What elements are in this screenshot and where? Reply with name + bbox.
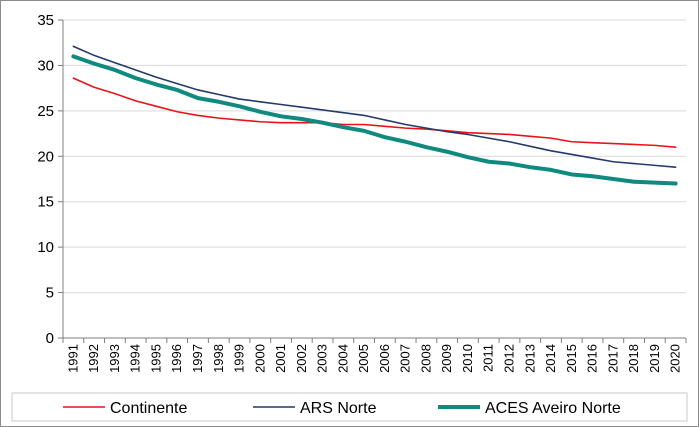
x-tick-label: 1998 [211, 344, 226, 373]
legend-label-aces-aveiro-norte: ACES Aveiro Norte [485, 400, 621, 417]
y-tick-label: 15 [37, 194, 54, 211]
x-tick-label: 1997 [190, 344, 205, 373]
x-tick-labels: 1991 1992 1993 1994 1995 1996 1997 1998 1999 2000… [65, 344, 682, 373]
y-tick-label: 25 [37, 103, 54, 120]
x-tick-label: 1991 [65, 344, 80, 373]
x-tick-label: 2011 [481, 344, 496, 372]
x-tick-label: 1992 [86, 344, 101, 373]
x-tick-label: 2013 [522, 344, 537, 373]
x-tick-label: 2005 [356, 344, 371, 373]
x-tick-label: 2018 [626, 344, 641, 373]
x-tick-label: 2003 [315, 344, 330, 373]
gridlines [63, 19, 686, 294]
y-tick-label: 0 [46, 330, 54, 347]
legend-box [11, 392, 688, 422]
legend-label-ars-norte: ARS Norte [300, 400, 377, 417]
x-tick-label: 2016 [585, 344, 600, 373]
x-tick-label: 2002 [294, 344, 309, 373]
legend-label-continente: Continente [110, 400, 187, 417]
x-tick-label: 2006 [377, 344, 392, 373]
y-tick-label: 20 [37, 148, 54, 165]
x-tick-label: 1995 [148, 344, 163, 373]
x-tick-label: 2008 [418, 344, 433, 373]
series-line-continente [72, 77, 677, 148]
x-tick-label: 1993 [107, 344, 122, 373]
x-tick-label: 1996 [169, 344, 184, 373]
x-tick-label: 2004 [335, 344, 350, 373]
x-tick-label: 2020 [668, 344, 683, 373]
y-tick-label: 30 [37, 57, 54, 74]
x-tick-label: 2007 [398, 344, 413, 373]
x-tick-label: 2000 [252, 344, 267, 373]
y-tick-label: 10 [37, 239, 54, 256]
y-tick-labels: 0 5 10 15 20 25 30 35 [37, 12, 54, 347]
series-line-ars-norte [72, 45, 677, 168]
x-tick-label: 2015 [564, 344, 579, 373]
axes [58, 19, 687, 343]
x-tick-label: 2001 [273, 344, 288, 373]
x-tick-label: 2019 [647, 344, 662, 373]
x-tick-label: 2010 [460, 344, 475, 373]
x-tick-label: 1999 [232, 344, 247, 373]
x-tick-label: 1994 [128, 344, 143, 373]
x-tick-label: 2014 [543, 344, 558, 373]
x-tick-label: 2009 [439, 344, 454, 373]
series-line-aces-aveiro-norte [71, 54, 678, 186]
legend: Continente ARS Norte ACES Aveiro Norte [11, 392, 688, 422]
y-tick-label: 35 [37, 12, 54, 29]
x-tick-label: 2012 [501, 344, 516, 373]
x-tick-label: 2017 [605, 344, 620, 373]
y-tick-label: 5 [46, 285, 54, 302]
series-lines [71, 45, 678, 186]
